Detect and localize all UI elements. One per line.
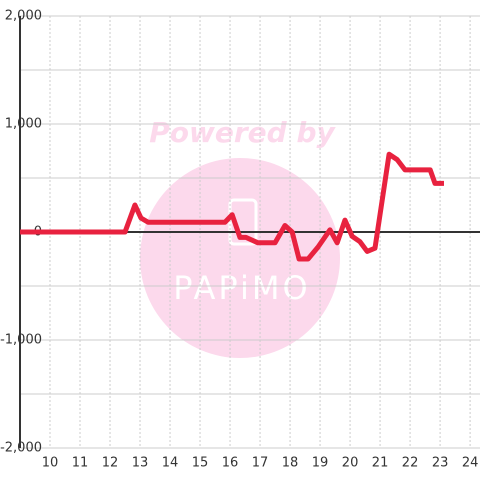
x-tick-label: 13	[132, 456, 149, 471]
y-tick-label: -1,000	[0, 333, 42, 348]
watermark-logo: PAPiMO	[173, 269, 310, 307]
x-tick-label: 11	[72, 456, 89, 471]
watermark-text: Powered by	[149, 116, 336, 149]
x-tick-label: 10	[42, 456, 59, 471]
y-tick-label: 2,000	[5, 9, 42, 24]
x-tick-label: 15	[192, 456, 209, 471]
line	[20, 151, 444, 262]
y-tick-label: 1,000	[5, 117, 42, 132]
y-tick-label: -2,000	[0, 441, 42, 456]
x-tick-label: 16	[222, 456, 239, 471]
x-tick-label: 23	[432, 456, 449, 471]
x-tick-label: 21	[372, 456, 389, 471]
x-tick-label: 17	[252, 456, 269, 471]
x-tick-label: 22	[402, 456, 419, 471]
x-tick-label: 24	[462, 456, 479, 471]
x-tick-label: 18	[282, 456, 299, 471]
x-tick-label: 12	[102, 456, 119, 471]
x-tick-label: 20	[342, 456, 359, 471]
x-tick-label: 19	[312, 456, 329, 471]
x-tick-label: 14	[162, 456, 179, 471]
